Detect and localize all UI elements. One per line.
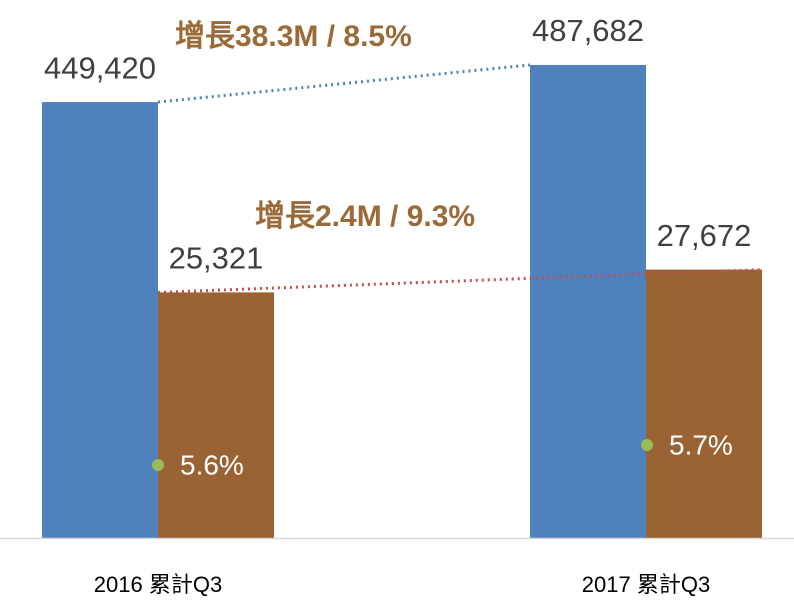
data-label: 25,321 xyxy=(169,241,264,276)
bar xyxy=(158,292,274,538)
x-tick-label: 2017 累計Q3 xyxy=(582,572,710,597)
bar xyxy=(530,64,646,539)
annotation: 5.6% xyxy=(180,449,244,480)
data-label: 449,420 xyxy=(44,50,156,85)
marker-dot xyxy=(152,459,164,471)
x-tick-label: 2016 累計Q3 xyxy=(94,572,222,597)
marker-dot xyxy=(641,439,653,451)
annotation: 增長38.3M / 8.5% xyxy=(175,20,412,53)
annotation: 5.7% xyxy=(669,429,733,460)
bar xyxy=(42,102,158,539)
connector-line xyxy=(157,63,531,104)
data-label: 487,682 xyxy=(532,13,644,48)
data-label: 27,672 xyxy=(657,218,752,253)
bar xyxy=(646,269,762,538)
annotation: 增長2.4M / 9.3% xyxy=(255,200,475,233)
